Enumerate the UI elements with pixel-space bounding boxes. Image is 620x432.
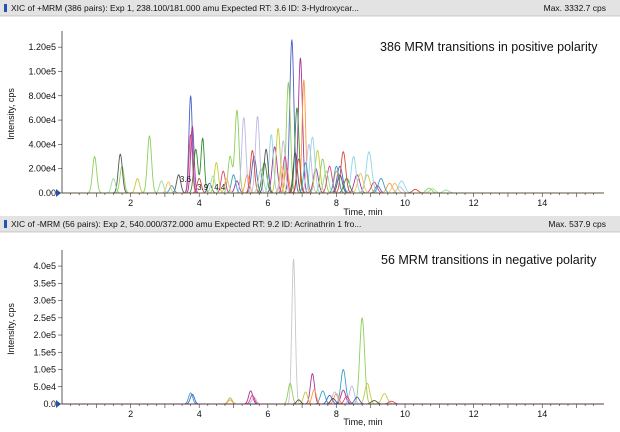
trace-14 [61, 165, 605, 194]
x-tick-label: 10 [400, 409, 410, 419]
trace-4 [61, 79, 605, 194]
y-tick-label: 0.0 [43, 399, 56, 409]
peak-label: 3.6 [180, 175, 192, 184]
y-tick-label: 5.0e4 [33, 382, 56, 392]
y-tick-label: 3.0e5 [33, 296, 56, 306]
chart-panel-1: XIC of +MRM (386 pairs): Exp 1, 238.100/… [0, 0, 620, 217]
y-tick-label: 0.00 [38, 188, 56, 198]
x-tick-label: 10 [400, 198, 410, 208]
panel-header-bar [0, 0, 620, 16]
y-tick-label: 4.0e5 [33, 261, 56, 271]
x-tick-label: 8 [334, 409, 339, 419]
peak-label: 3.9 [197, 183, 209, 192]
x-tick-label: 2 [128, 409, 133, 419]
x-tick-label: 12 [469, 198, 479, 208]
x-tick-label: 4 [197, 198, 202, 208]
panel-header-text: XIC of -MRM (56 pairs): Exp 2, 540.000/3… [11, 219, 361, 229]
x-tick-label: 12 [469, 409, 479, 419]
max-intensity-label: Max. 537.9 cps [548, 219, 606, 229]
y-tick-label: 2.0e5 [33, 330, 56, 340]
panel-header-bar [0, 216, 620, 232]
trace-2 [61, 57, 605, 194]
trace-2 [61, 317, 605, 405]
trace-12 [61, 162, 605, 194]
trace-7 [61, 389, 605, 405]
x-tick-label: 4 [197, 409, 202, 419]
y-axis-title: Intensity, cps [6, 88, 16, 140]
x-tick-label: 2 [128, 198, 133, 208]
y-tick-label: 6.00e4 [28, 115, 56, 125]
y-tick-label: 4.00e4 [28, 139, 56, 149]
y-tick-label: 3.5e5 [33, 278, 56, 288]
x-tick-label: 6 [265, 409, 270, 419]
trace-1 [61, 258, 605, 405]
max-intensity-label: Max. 3332.7 cps [544, 3, 606, 13]
trace-3 [61, 81, 605, 194]
x-tick-label: 6 [265, 198, 270, 208]
trace-5 [61, 107, 605, 194]
x-tick-label: 14 [537, 409, 547, 419]
peak-label: 4.4 [214, 183, 226, 192]
y-tick-label: 8.00e4 [28, 91, 56, 101]
y-tick-label: 1.5e5 [33, 347, 56, 357]
y-tick-label: 1.00e5 [28, 66, 56, 76]
y-tick-label: 2.5e5 [33, 313, 56, 323]
chart-panel-2: XIC of -MRM (56 pairs): Exp 2, 540.000/3… [0, 216, 620, 427]
polarity-annotation: 386 MRM transitions in positive polarity [380, 40, 598, 54]
panel-header-text: XIC of +MRM (386 pairs): Exp 1, 238.100/… [11, 3, 359, 13]
traces [61, 258, 605, 405]
x-axis-title: Time, min [343, 207, 382, 217]
polarity-annotation: 56 MRM transitions in negative polarity [381, 253, 597, 267]
x-axis-title: Time, min [343, 417, 382, 427]
x-tick-label: 8 [334, 198, 339, 208]
y-tick-label: 1.0e5 [33, 365, 56, 375]
trace-color-icon [4, 220, 7, 228]
y-axis-title: Intensity, cps [6, 303, 16, 355]
y-tick-label: 2.00e4 [28, 164, 56, 174]
x-tick-label: 14 [537, 198, 547, 208]
traces [61, 39, 605, 194]
y-tick-label: 1.20e5 [28, 42, 56, 52]
trace-color-icon [4, 4, 7, 12]
trace-1 [61, 39, 605, 194]
